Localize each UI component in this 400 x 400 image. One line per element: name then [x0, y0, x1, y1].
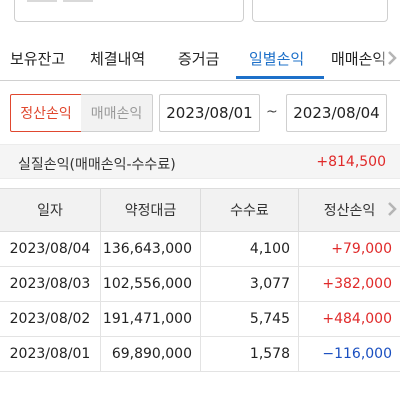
tab-holdings[interactable]: 보유잔고: [10, 50, 66, 68]
summary-value: +814,500: [316, 154, 386, 170]
top-text-fragment: [63, 0, 93, 2]
summary-label: 실질손익(매매손익-수수료): [18, 157, 176, 173]
cell-pnl: +382,000: [322, 276, 392, 292]
column-header-pnl: 정산손익: [323, 203, 376, 219]
top-input-left[interactable]: [14, 0, 244, 22]
column-scroll-button[interactable]: [380, 189, 400, 231]
cell-amount: 69,890,000: [101, 337, 201, 371]
cell-pnl: −116,000: [322, 346, 392, 362]
start-date-field[interactable]: 2023/08/01: [159, 94, 260, 132]
tab-bar: 보유잔고 체결내역 증거금 일별손익 매매손익: [0, 36, 400, 81]
cell-fee: 4,100: [201, 232, 299, 266]
column-header-date: 일자: [0, 189, 101, 231]
column-header-amount: 약정대금: [101, 189, 201, 231]
date-separator: ~: [266, 104, 278, 120]
cell-amount: 102,556,000: [101, 267, 201, 301]
cell-fee: 1,578: [201, 337, 299, 371]
cell-pnl: +79,000: [331, 241, 392, 257]
chevron-right-icon: [388, 202, 397, 216]
table-row[interactable]: 2023/08/01 69,890,000 1,578 −116,000: [0, 337, 400, 372]
top-input-area: [0, 0, 400, 30]
table-row[interactable]: 2023/08/03 102,556,000 3,077 +382,000: [0, 267, 400, 302]
table-row[interactable]: 2023/08/02 191,471,000 5,745 +484,000: [0, 302, 400, 337]
filter-bar: 정산손익 매매손익 2023/08/01 ~ 2023/08/04: [0, 90, 400, 136]
tab-executions[interactable]: 체결내역: [90, 50, 146, 68]
cell-date: 2023/08/04: [0, 232, 101, 266]
top-text-fragment: [27, 0, 57, 2]
segment-settlement-pnl[interactable]: 정산손익: [10, 94, 82, 132]
cell-date: 2023/08/02: [0, 302, 101, 336]
chevron-right-icon: [388, 51, 397, 65]
table-row[interactable]: 2023/08/04 136,643,000 4,100 +79,000: [0, 232, 400, 267]
cell-amount: 136,643,000: [101, 232, 201, 266]
column-header-fee: 수수료: [201, 189, 299, 231]
cell-fee: 3,077: [201, 267, 299, 301]
cell-date: 2023/08/01: [0, 337, 101, 371]
cell-pnl: +484,000: [322, 311, 392, 327]
segment-trading-pnl[interactable]: 매매손익: [81, 94, 153, 132]
top-input-right[interactable]: [252, 0, 388, 22]
tab-daily-pnl[interactable]: 일별손익: [249, 50, 305, 68]
end-date-field[interactable]: 2023/08/04: [286, 94, 387, 132]
tab-margin[interactable]: 증거금: [178, 50, 220, 68]
daily-pnl-table: 일자 약정대금 수수료 정산손익 2023/08/04 136,643,000 …: [0, 188, 400, 372]
cell-fee: 5,745: [201, 302, 299, 336]
tab-scroll-button[interactable]: [378, 36, 400, 80]
active-tab-indicator: [236, 76, 324, 79]
cell-amount: 191,471,000: [101, 302, 201, 336]
summary-row: 실질손익(매매손익-수수료) +814,500: [0, 144, 400, 179]
tab-trading-pnl[interactable]: 매매손익: [331, 50, 387, 68]
table-header: 일자 약정대금 수수료 정산손익: [0, 188, 400, 232]
cell-date: 2023/08/03: [0, 267, 101, 301]
